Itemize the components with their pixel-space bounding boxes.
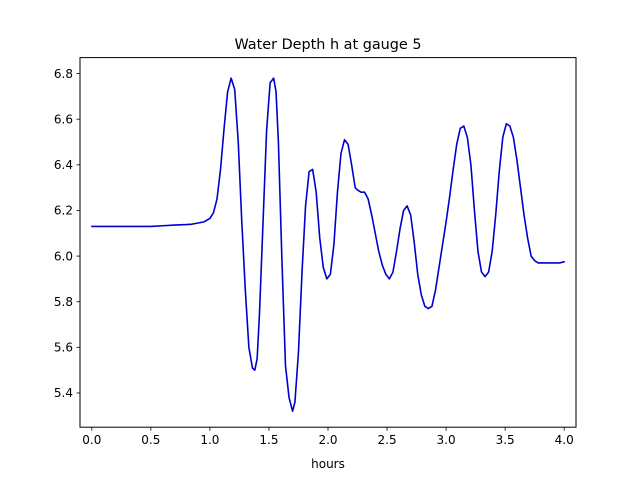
x-tick-label: 2.0 xyxy=(318,433,337,447)
y-tick-label: 6.2 xyxy=(54,204,73,218)
y-axis: 5.4 5.6 5.8 6.0 6.2 6.4 6.6 6.8 xyxy=(54,67,80,400)
x-tick-label: 3.0 xyxy=(437,433,456,447)
y-tick-label: 5.6 xyxy=(54,341,73,355)
y-tick-label: 6.6 xyxy=(54,112,73,126)
x-tick-label: 0.0 xyxy=(82,433,101,447)
x-axis: 0.0 0.5 1.0 1.5 2.0 2.5 3.0 3.5 4.0 xyxy=(82,427,574,447)
series-line-0 xyxy=(91,77,565,413)
chart-title: Water Depth h at gauge 5 xyxy=(234,37,421,53)
y-tick-label: 5.8 xyxy=(54,295,73,309)
y-tick-label: 5.4 xyxy=(54,386,73,400)
x-tick-label: 1.5 xyxy=(259,433,278,447)
x-axis-label: hours xyxy=(311,457,345,471)
y-tick-label: 6.8 xyxy=(54,67,73,81)
y-tick-label: 6.0 xyxy=(54,249,73,263)
x-tick-label: 3.5 xyxy=(496,433,515,447)
x-tick-label: 4.0 xyxy=(555,433,574,447)
y-tick-label: 6.4 xyxy=(54,158,73,172)
x-tick-label: 2.5 xyxy=(378,433,397,447)
x-tick-label: 1.0 xyxy=(200,433,219,447)
series-layer xyxy=(91,77,565,413)
x-tick-label: 0.5 xyxy=(141,433,160,447)
plot-frame xyxy=(79,57,577,428)
